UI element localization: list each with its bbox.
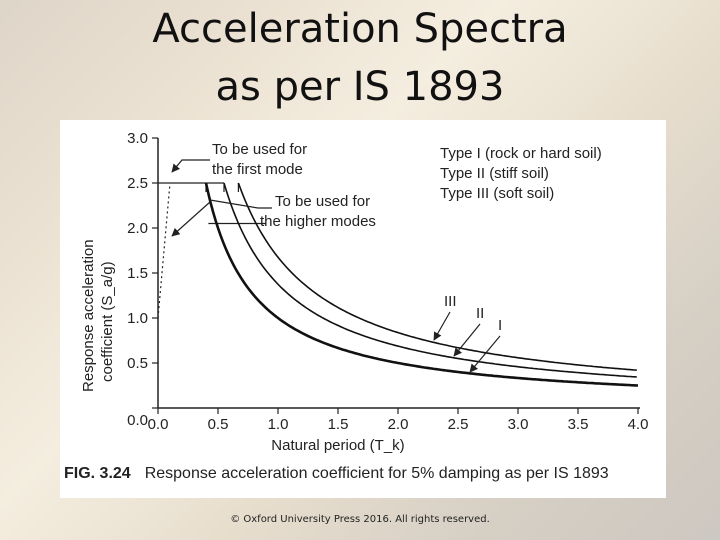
slide-title: Acceleration Spectra as per IS 1893 xyxy=(0,0,720,116)
slide-title-line1: Acceleration Spectra xyxy=(152,6,568,52)
y-tick-label: 0.5 xyxy=(127,355,148,372)
y-tick-label: 3.0 xyxy=(127,130,148,147)
y-tick-label: 2.0 xyxy=(127,220,148,237)
curve-arrow-II xyxy=(453,323,481,357)
legend-type-3: Type III (soft soil) xyxy=(440,185,554,202)
curve-label-III: III xyxy=(444,293,457,310)
x-tick-label: 0.0 xyxy=(148,416,169,433)
curve-arrow-I xyxy=(469,335,501,373)
x-tick-label: 1.0 xyxy=(268,416,289,433)
x-axis-label: Natural period (T_k) xyxy=(271,437,404,454)
figure-number: FIG. 3.24 xyxy=(64,465,131,482)
copyright-notice: © Oxford University Press 2016. All righ… xyxy=(230,514,490,525)
annotation-higher-modes-line2: the higher modes xyxy=(260,213,376,230)
x-tick-label: 3.5 xyxy=(568,416,589,433)
x-tick-label: 1.5 xyxy=(328,416,349,433)
higher-modes-leader xyxy=(209,199,272,209)
first-mode-leader xyxy=(171,159,210,173)
series-line-II xyxy=(223,182,637,378)
x-tick-label: 3.0 xyxy=(508,416,529,433)
y-axis-label-line1: Response acceleration xyxy=(80,239,97,392)
series-line-I xyxy=(204,182,639,387)
annotation-higher-modes-line1: To be used for xyxy=(275,193,370,210)
x-tick-label: 4.0 xyxy=(628,416,649,433)
x-tick-label: 0.5 xyxy=(208,416,229,433)
chart-figure: 0.0 0.5 1.0 1.5 2.0 2.5 3.0 3.5 4.0 0.0 0.5 1.0 1.5 2… xyxy=(60,120,666,498)
slide-title-line2: as per IS 1893 xyxy=(215,64,505,110)
rising-branch xyxy=(157,182,171,319)
x-tick-label: 2.0 xyxy=(388,416,409,433)
curve-label-I: I xyxy=(498,317,502,334)
figure-caption: FIG. 3.24 Response acceleration coefficie… xyxy=(64,465,664,483)
legend-type-2: Type II (stiff soil) xyxy=(440,165,549,182)
x-tick-label: 2.5 xyxy=(448,416,469,433)
y-axis-label-line2: coefficient (S_a/g) xyxy=(99,261,116,382)
figure-caption-text: Response acceleration coefficient for 5%… xyxy=(144,465,609,482)
annotation-first-mode-line1: To be used for xyxy=(212,141,307,158)
y-tick-label: 2.5 xyxy=(127,175,148,192)
annotation-first-mode-line2: the first mode xyxy=(212,161,303,178)
higher-modes-arrow xyxy=(171,201,211,237)
curve-arrow-III xyxy=(433,311,451,341)
acceleration-spectra-chart: 0.0 0.5 1.0 1.5 2.0 2.5 3.0 3.5 4.0 0.0 0.5 1.0 1.5 2… xyxy=(80,130,649,454)
y-tick-label: 1.0 xyxy=(127,310,148,327)
series-line-III xyxy=(237,182,637,371)
y-tick-label: 0.0 xyxy=(127,412,148,429)
legend-type-1: Type I (rock or hard soil) xyxy=(440,145,602,162)
y-tick-label: 1.5 xyxy=(127,265,148,282)
curve-label-II: II xyxy=(476,305,484,322)
